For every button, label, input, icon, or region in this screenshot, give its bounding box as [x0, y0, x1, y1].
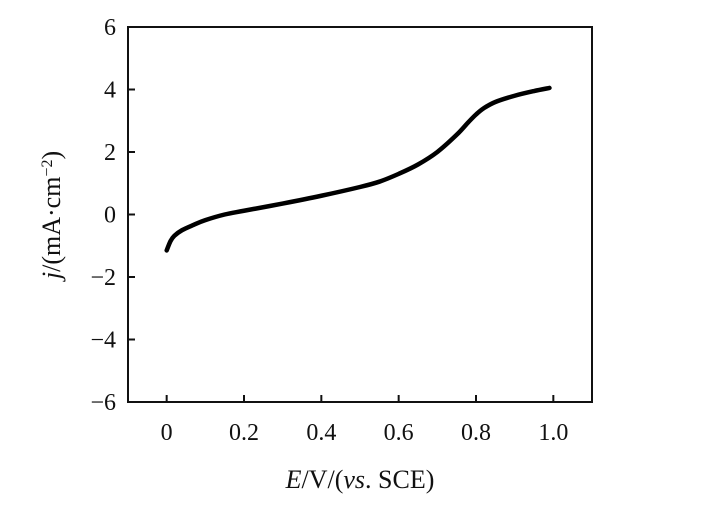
y-tick-label: 0	[104, 203, 116, 229]
plot-frame-border	[127, 26, 593, 403]
y-tick-label: 6	[104, 15, 116, 41]
y-axis-title: j/(mA·cm−2)	[37, 151, 66, 282]
y-axis: 6 4 2 0 −2 −4 −6	[90, 15, 135, 416]
y-tick-label: −2	[90, 265, 116, 291]
x-tick-label: 0	[161, 420, 173, 446]
series-line	[164, 85, 552, 253]
x-tick-label: 0.6	[384, 420, 414, 446]
plot-frame	[127, 26, 593, 403]
x-axis-title: E/V/(vs. SCE)	[285, 465, 435, 494]
y-tick-label: 2	[104, 140, 116, 166]
y-tick-label: −4	[90, 328, 116, 354]
x-tick-label: 1.0	[538, 420, 568, 446]
y-tick-label: 4	[104, 78, 116, 104]
x-axis: 0 0.2 0.4 0.6 0.8 1.0	[161, 395, 568, 446]
x-tick-label: 0.2	[229, 420, 259, 446]
x-tick-label: 0.4	[306, 420, 336, 446]
y-tick-label: −6	[90, 390, 116, 416]
x-tick-label: 0.8	[461, 420, 491, 446]
series-layer	[164, 85, 552, 253]
